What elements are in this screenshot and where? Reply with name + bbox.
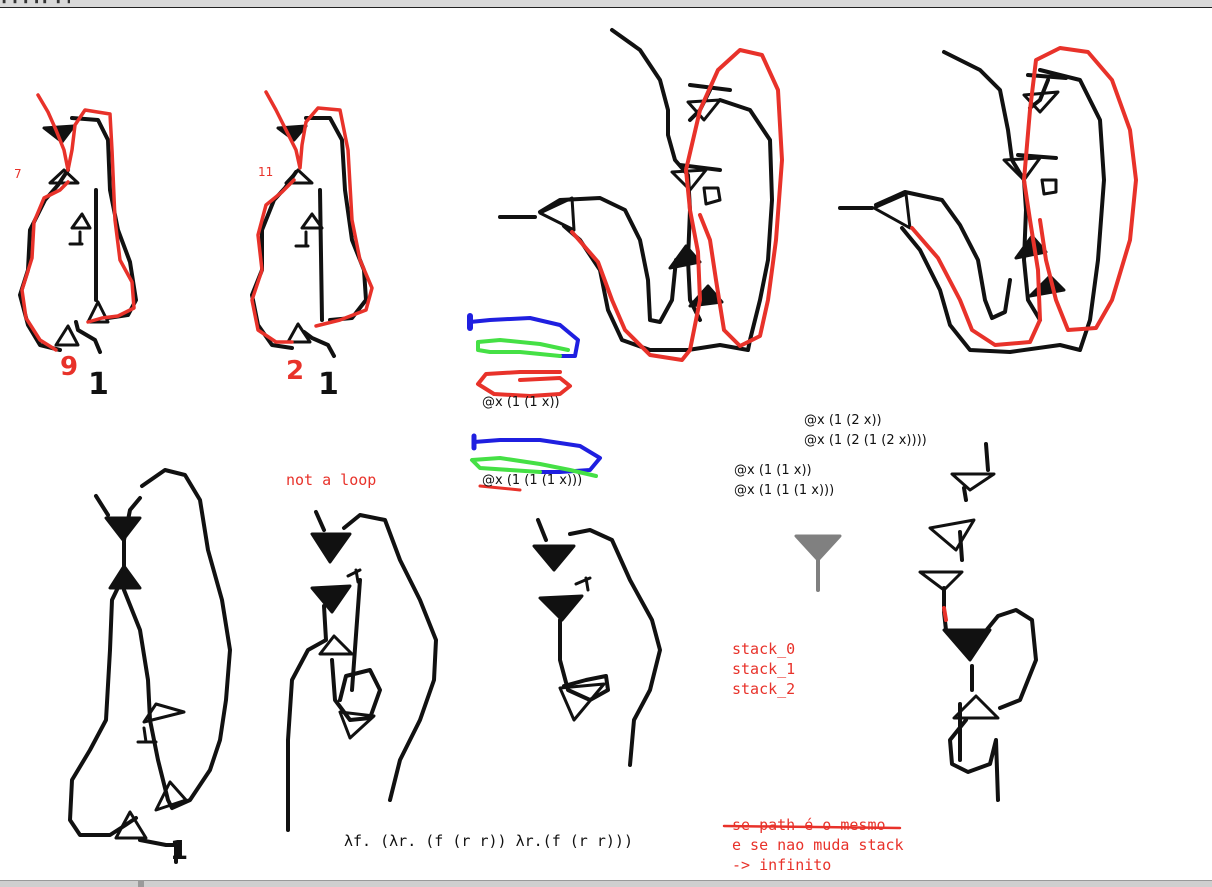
graph-diagram-7	[534, 520, 660, 765]
handwritten-two: 2	[286, 358, 304, 384]
diagram-3-red-loop	[572, 50, 782, 360]
diagram-5-black	[70, 470, 230, 862]
label-stack-2: stack_2	[732, 682, 795, 697]
diagram-7-triangle-2	[540, 596, 582, 620]
diagram-1-triangle-3	[72, 214, 90, 228]
diagram-6-triangle-2	[312, 586, 350, 612]
lambda-expression: λf. (λr. (f (r r)) λr.(f (r r)))	[344, 834, 633, 849]
diagram-5-triangle-5	[116, 812, 146, 838]
expr-group-b-2: @x (1 (1 (1 x)))	[734, 484, 834, 497]
expr-group-a-2: @x (1 (2 (1 (2 x))))	[804, 434, 927, 447]
diagram-7-eraser	[576, 578, 590, 590]
graph-diagram-5	[70, 470, 230, 862]
diagram-4-black	[840, 52, 1104, 352]
diagram-4-triangle-in	[874, 194, 910, 228]
green-coil-1	[478, 340, 568, 356]
red-coil-1	[478, 372, 570, 396]
graph-diagram-6	[288, 512, 436, 830]
gray-funnel	[796, 536, 840, 590]
expr-recursion-2: @x (1 (1 (1 x)))	[482, 474, 582, 487]
handwritten-one-b: 1	[318, 370, 339, 400]
label-not-a-loop: not a loop	[286, 473, 376, 488]
diagram-4-eraser	[1042, 180, 1056, 194]
diagram-3-black	[500, 30, 772, 350]
diagram-2-red-loop	[252, 92, 372, 342]
graph-diagram-3	[500, 30, 782, 360]
handwritten-one-c: 1	[170, 838, 188, 864]
diagram-3-eraser	[704, 188, 720, 204]
diagram-4-triangle-d	[1030, 276, 1064, 296]
diagram-8-triangle-1	[952, 474, 994, 490]
diagram-1-eraser-1	[70, 232, 82, 244]
diagram-7-triangle-1	[534, 546, 574, 570]
diagram-8-triangle-4	[944, 630, 990, 660]
expr-group-b-1: @x (1 (1 x))	[734, 464, 812, 477]
diagram-6-eraser	[348, 570, 360, 582]
note-line-1: se path é o mesmo	[732, 818, 886, 833]
diagram-6-black	[288, 512, 436, 830]
label-stack-0: stack_0	[732, 642, 795, 657]
funnel-triangle	[796, 536, 840, 560]
label-stack-1: stack_1	[732, 662, 795, 677]
note-line-2: e se nao muda stack	[732, 838, 904, 853]
diagram-8-black	[944, 444, 1036, 800]
label-seven: 7	[14, 168, 22, 180]
handwritten-nine: 9	[60, 354, 78, 380]
diagram-4-triangle-b	[1004, 158, 1040, 180]
handwritten-one-a: 1	[88, 370, 109, 400]
graph-diagram-1	[20, 95, 136, 352]
diagram-6-triangle-1	[312, 534, 350, 562]
diagram-8-red-segment	[944, 608, 946, 620]
diagram-5-triangle-2	[110, 566, 140, 588]
diagram-2-eraser	[296, 232, 308, 246]
expr-group-a-1: @x (1 (2 x))	[804, 414, 882, 427]
label-eleven: 11	[258, 166, 273, 178]
diagram-8-triangle-2	[930, 520, 974, 550]
graph-diagram-2	[252, 92, 372, 356]
diagram-8-triangle-3	[920, 572, 962, 590]
graph-diagram-4	[840, 48, 1136, 352]
expr-recursion-1: @x (1 (1 x))	[482, 396, 560, 409]
bottom-bar-handle[interactable]	[138, 881, 144, 887]
diagram-1-triangle-5	[56, 326, 78, 345]
diagram-5-triangle-1	[106, 518, 140, 540]
note-line-3: -> infinito	[732, 858, 831, 873]
graph-diagram-8	[920, 444, 1036, 800]
color-scribble-top	[470, 316, 578, 396]
